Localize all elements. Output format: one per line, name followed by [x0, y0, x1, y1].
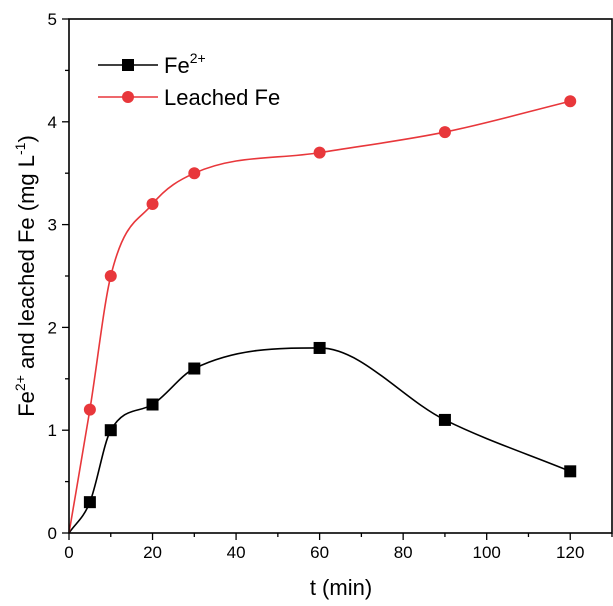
data-point-leached-fe: [83, 403, 96, 416]
y-tick-label: 0: [48, 524, 57, 543]
fit-curve-leached-fe: [68, 100, 571, 534]
x-tick-label: 40: [227, 543, 246, 562]
legend-label-leached-fe: Leached Fe: [164, 85, 280, 110]
data-point-fe2: [83, 496, 96, 509]
fit-curve-fe2: [68, 347, 571, 534]
data-point-leached-fe: [564, 95, 577, 108]
data-point-leached-fe: [438, 126, 451, 139]
legend-marker-fe2: [122, 59, 134, 71]
data-point-fe2: [438, 413, 451, 426]
y-tick-label: 2: [48, 318, 57, 337]
y-tick-label: 1: [48, 421, 57, 440]
x-tick-label: 80: [394, 543, 413, 562]
y-axis-title-fe: Fe: [14, 391, 39, 417]
x-tick-label: 100: [473, 543, 501, 562]
y-tick-label: 3: [48, 216, 57, 235]
y-axis-title-sup-charge: 2+: [12, 375, 28, 391]
y-tick-label: 5: [48, 10, 57, 29]
legend-label-fe2-base: Fe: [164, 53, 190, 78]
legend-entry-leached-fe: Leached Fe: [98, 85, 280, 110]
axes: [62, 18, 613, 540]
x-tick-label: 0: [64, 543, 73, 562]
legend-label-fe2: Fe2+: [164, 50, 206, 78]
data-point-leached-fe: [188, 167, 201, 180]
data-point-fe2: [564, 465, 577, 478]
y-axis-title-post: ): [14, 135, 39, 142]
x-tick-label: 120: [556, 543, 584, 562]
fit-curves: [68, 100, 571, 534]
data-point-leached-fe: [104, 270, 117, 282]
x-tick-label: 60: [310, 543, 329, 562]
y-axis-title: Fe2+ and leached Fe (mg L-1): [12, 135, 39, 417]
data-point-fe2: [146, 398, 159, 411]
data-point-fe2: [313, 341, 326, 354]
legend-entry-fe2: Fe2+: [98, 50, 206, 78]
data-point-fe2: [188, 362, 201, 375]
y-tick-label: 4: [48, 113, 57, 132]
tick-labels: 0 20 40 60 80 100 120 0 1 2 3 4 5: [48, 10, 585, 562]
data-point-leached-fe: [146, 198, 159, 211]
y-axis-title-sup-unit: -1: [12, 142, 28, 155]
legend: Fe2+ Leached Fe: [98, 50, 280, 110]
legend-label-fe2-sup: 2+: [190, 50, 206, 66]
x-tick-label: 20: [143, 543, 162, 562]
y-axis-title-mid: and leached Fe (mg L: [14, 155, 39, 375]
data-points: [83, 95, 577, 509]
x-axis-title: t (min): [310, 575, 372, 600]
legend-marker-leached-fe: [122, 91, 134, 103]
data-point-leached-fe: [313, 146, 326, 159]
data-point-fe2: [104, 424, 117, 437]
